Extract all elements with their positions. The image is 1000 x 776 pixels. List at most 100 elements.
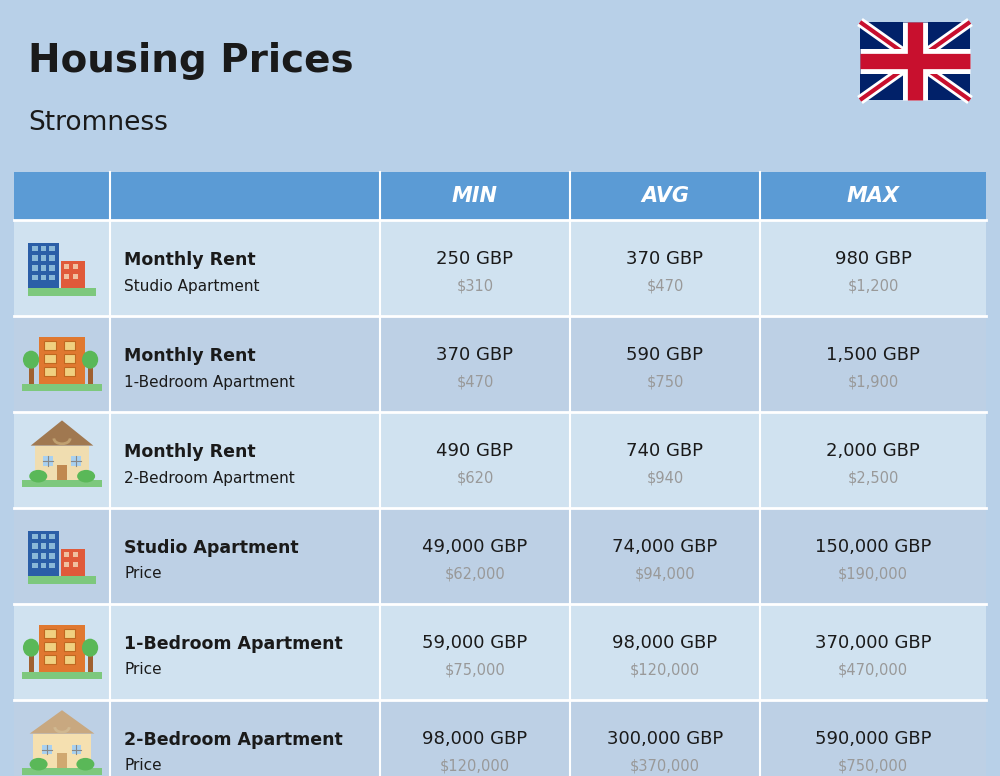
Text: $94,000: $94,000 — [635, 566, 695, 581]
FancyBboxPatch shape — [73, 274, 78, 279]
FancyBboxPatch shape — [64, 655, 75, 664]
Text: 2-Bedroom Apartment: 2-Bedroom Apartment — [124, 470, 295, 486]
FancyBboxPatch shape — [44, 367, 56, 376]
FancyBboxPatch shape — [29, 364, 34, 384]
Text: 1-Bedroom Apartment: 1-Bedroom Apartment — [124, 375, 295, 390]
FancyBboxPatch shape — [64, 642, 75, 651]
Ellipse shape — [30, 758, 48, 771]
Text: 590 GBP: 590 GBP — [626, 346, 704, 364]
FancyBboxPatch shape — [14, 604, 986, 700]
Text: $310: $310 — [456, 279, 494, 293]
FancyBboxPatch shape — [49, 543, 55, 549]
Text: 98,000 GBP: 98,000 GBP — [422, 730, 528, 748]
Ellipse shape — [76, 758, 94, 771]
Text: $620: $620 — [456, 470, 494, 486]
FancyBboxPatch shape — [14, 700, 986, 776]
Text: $370,000: $370,000 — [630, 758, 700, 774]
FancyBboxPatch shape — [32, 563, 38, 568]
FancyBboxPatch shape — [41, 553, 46, 559]
FancyBboxPatch shape — [88, 652, 93, 672]
FancyBboxPatch shape — [39, 337, 85, 384]
Text: 590,000 GBP: 590,000 GBP — [815, 730, 931, 748]
Text: $120,000: $120,000 — [440, 758, 510, 774]
Text: Stromness: Stromness — [28, 110, 168, 136]
FancyBboxPatch shape — [28, 288, 96, 296]
FancyBboxPatch shape — [28, 576, 96, 584]
Text: 370,000 GBP: 370,000 GBP — [815, 634, 931, 652]
FancyBboxPatch shape — [72, 745, 81, 754]
Text: 150,000 GBP: 150,000 GBP — [815, 538, 931, 556]
Text: $190,000: $190,000 — [838, 566, 908, 581]
Text: $75,000: $75,000 — [445, 663, 505, 677]
Text: $750,000: $750,000 — [838, 758, 908, 774]
Text: $120,000: $120,000 — [630, 663, 700, 677]
FancyBboxPatch shape — [14, 412, 986, 508]
Ellipse shape — [29, 470, 47, 483]
FancyBboxPatch shape — [44, 655, 56, 664]
Text: 2-Bedroom Apartment: 2-Bedroom Apartment — [124, 731, 343, 749]
Text: Price: Price — [124, 566, 162, 581]
Text: Studio Apartment: Studio Apartment — [124, 279, 260, 293]
FancyBboxPatch shape — [32, 275, 38, 280]
FancyBboxPatch shape — [41, 265, 46, 271]
FancyBboxPatch shape — [44, 629, 56, 638]
FancyBboxPatch shape — [64, 265, 69, 269]
FancyBboxPatch shape — [41, 255, 46, 261]
FancyBboxPatch shape — [42, 745, 52, 754]
Text: 74,000 GBP: 74,000 GBP — [612, 538, 718, 556]
FancyBboxPatch shape — [71, 456, 81, 466]
Ellipse shape — [82, 351, 98, 369]
Text: $470: $470 — [456, 375, 494, 390]
Text: 49,000 GBP: 49,000 GBP — [422, 538, 528, 556]
FancyBboxPatch shape — [28, 531, 59, 576]
FancyBboxPatch shape — [33, 733, 91, 767]
Text: 98,000 GBP: 98,000 GBP — [612, 634, 718, 652]
FancyBboxPatch shape — [22, 672, 102, 679]
FancyBboxPatch shape — [22, 480, 102, 487]
FancyBboxPatch shape — [49, 553, 55, 559]
FancyBboxPatch shape — [41, 534, 46, 539]
Text: $1,200: $1,200 — [847, 279, 899, 293]
FancyBboxPatch shape — [64, 629, 75, 638]
Text: $940: $940 — [646, 470, 684, 486]
FancyBboxPatch shape — [49, 534, 55, 539]
Text: $1,900: $1,900 — [847, 375, 899, 390]
Text: 370 GBP: 370 GBP — [436, 346, 514, 364]
Text: $750: $750 — [646, 375, 684, 390]
Text: $2,500: $2,500 — [847, 470, 899, 486]
Ellipse shape — [23, 639, 39, 656]
Text: 490 GBP: 490 GBP — [436, 442, 514, 460]
FancyBboxPatch shape — [61, 549, 85, 576]
FancyBboxPatch shape — [32, 543, 38, 549]
Polygon shape — [30, 710, 94, 733]
Text: Studio Apartment: Studio Apartment — [124, 539, 299, 557]
FancyBboxPatch shape — [41, 543, 46, 549]
Text: 370 GBP: 370 GBP — [626, 250, 704, 268]
FancyBboxPatch shape — [32, 255, 38, 261]
FancyBboxPatch shape — [49, 265, 55, 271]
Text: 59,000 GBP: 59,000 GBP — [422, 634, 528, 652]
FancyBboxPatch shape — [49, 563, 55, 568]
FancyBboxPatch shape — [64, 553, 69, 557]
Text: 2,000 GBP: 2,000 GBP — [826, 442, 920, 460]
Text: Price: Price — [124, 663, 162, 677]
FancyBboxPatch shape — [32, 265, 38, 271]
FancyBboxPatch shape — [14, 508, 986, 604]
Text: 980 GBP: 980 GBP — [835, 250, 911, 268]
FancyBboxPatch shape — [64, 354, 75, 363]
Text: $62,000: $62,000 — [445, 566, 505, 581]
FancyBboxPatch shape — [49, 255, 55, 261]
FancyBboxPatch shape — [39, 625, 85, 672]
Text: 1-Bedroom Apartment: 1-Bedroom Apartment — [124, 635, 343, 653]
Text: 250 GBP: 250 GBP — [436, 250, 514, 268]
Text: Monthly Rent: Monthly Rent — [124, 443, 256, 461]
FancyBboxPatch shape — [57, 753, 67, 767]
FancyBboxPatch shape — [32, 246, 38, 251]
Ellipse shape — [77, 470, 95, 483]
FancyBboxPatch shape — [32, 534, 38, 539]
FancyBboxPatch shape — [73, 265, 78, 269]
Text: MIN: MIN — [452, 186, 498, 206]
FancyBboxPatch shape — [64, 367, 75, 376]
FancyBboxPatch shape — [41, 246, 46, 251]
FancyBboxPatch shape — [41, 563, 46, 568]
